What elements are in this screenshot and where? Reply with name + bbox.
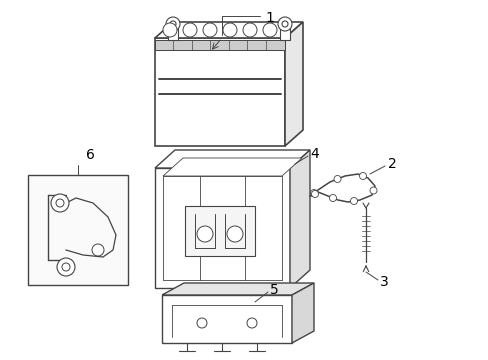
- Text: 5: 5: [269, 283, 278, 297]
- Polygon shape: [285, 22, 303, 146]
- Bar: [162, 295, 291, 343]
- Circle shape: [62, 263, 70, 271]
- Circle shape: [57, 258, 75, 276]
- Polygon shape: [291, 283, 313, 343]
- Circle shape: [278, 17, 291, 31]
- Circle shape: [165, 17, 180, 31]
- Circle shape: [350, 198, 357, 204]
- Polygon shape: [162, 283, 313, 295]
- Circle shape: [333, 175, 340, 183]
- Polygon shape: [163, 158, 302, 176]
- Circle shape: [359, 172, 366, 180]
- Circle shape: [329, 194, 336, 202]
- Text: 4: 4: [309, 147, 318, 161]
- Circle shape: [223, 23, 237, 37]
- Circle shape: [170, 21, 176, 27]
- Circle shape: [51, 194, 69, 212]
- Bar: [28, 175, 128, 285]
- Bar: [184, 206, 254, 256]
- Bar: [155, 38, 285, 146]
- Text: 3: 3: [379, 275, 388, 289]
- Circle shape: [243, 23, 257, 37]
- Circle shape: [311, 190, 318, 198]
- Circle shape: [92, 244, 104, 256]
- Circle shape: [56, 199, 64, 207]
- Circle shape: [203, 23, 217, 37]
- Text: 2: 2: [387, 157, 396, 171]
- Bar: [168, 28, 178, 40]
- Circle shape: [163, 23, 177, 37]
- Circle shape: [310, 189, 317, 197]
- Circle shape: [183, 23, 197, 37]
- Circle shape: [246, 318, 257, 328]
- Text: 6: 6: [85, 148, 94, 162]
- Bar: [155, 168, 289, 288]
- Bar: [280, 28, 289, 40]
- Polygon shape: [155, 150, 309, 168]
- Bar: [155, 40, 285, 50]
- Circle shape: [263, 23, 276, 37]
- Circle shape: [197, 318, 206, 328]
- Circle shape: [226, 226, 243, 242]
- Polygon shape: [155, 22, 303, 38]
- Circle shape: [282, 21, 287, 27]
- Circle shape: [197, 226, 213, 242]
- Circle shape: [369, 187, 376, 194]
- Polygon shape: [289, 150, 309, 288]
- Text: 1: 1: [264, 11, 273, 25]
